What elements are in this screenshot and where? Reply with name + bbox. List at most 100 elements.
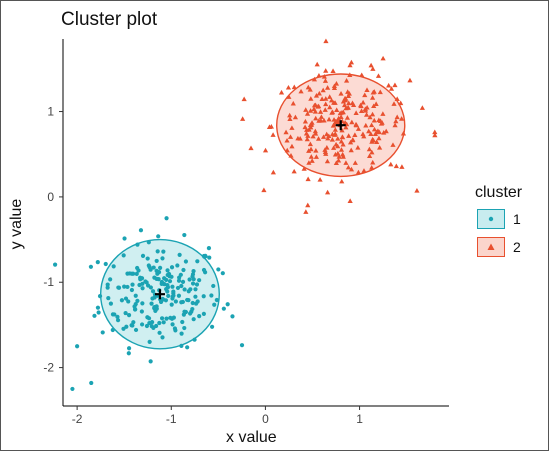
cluster-2-point xyxy=(313,115,319,121)
cluster-2-point xyxy=(331,85,338,91)
cluster-2-point xyxy=(370,66,376,71)
cluster-2-point xyxy=(338,91,344,96)
cluster-2-point xyxy=(329,137,335,142)
cluster-1-point xyxy=(146,316,152,321)
cluster-1-point xyxy=(124,324,129,329)
cluster-1-point xyxy=(100,330,105,335)
cluster-2-point xyxy=(353,122,359,128)
cluster-2-point xyxy=(306,127,312,132)
cluster-2-point xyxy=(329,109,336,115)
cluster-2-point xyxy=(345,105,351,110)
cluster-1-point xyxy=(194,282,200,287)
cluster-2-point xyxy=(374,139,380,144)
cluster-1-point xyxy=(96,310,101,315)
cluster-2-point xyxy=(315,136,322,141)
cluster-1-point xyxy=(129,287,135,293)
cluster-1-point xyxy=(150,296,155,301)
cluster-2-point xyxy=(336,154,342,159)
cluster-2-point xyxy=(346,133,352,138)
cluster-1-point xyxy=(158,265,163,271)
cluster-1-point xyxy=(126,299,131,304)
cluster-2-point xyxy=(310,133,316,139)
cluster-1-point xyxy=(115,314,120,319)
cluster-2-point xyxy=(432,129,438,135)
cluster-2-point xyxy=(368,62,374,68)
cluster-1-point xyxy=(140,301,145,306)
x-axis-label: x value xyxy=(226,429,277,446)
cluster-2-center xyxy=(335,120,346,131)
cluster-1-point xyxy=(171,315,176,320)
cluster-1-point xyxy=(166,293,171,299)
cluster-1-point xyxy=(211,283,216,289)
cluster-1-point xyxy=(112,312,117,317)
cluster-1-point xyxy=(157,320,162,326)
cluster-1-point xyxy=(180,319,185,325)
cluster-2-point xyxy=(305,84,311,90)
cluster-1-point xyxy=(148,359,153,364)
cluster-2-point xyxy=(328,97,335,103)
cluster-2-point xyxy=(338,114,344,119)
cluster-1-point xyxy=(137,282,142,288)
cluster-2-point xyxy=(303,130,310,136)
cluster-1-point xyxy=(190,274,195,279)
cluster-2-point xyxy=(305,133,311,138)
cluster-2-point xyxy=(314,61,320,67)
cluster-2-point xyxy=(317,177,323,182)
cluster-2-point xyxy=(334,119,340,124)
cluster-1-point xyxy=(133,327,139,333)
cluster-2-point xyxy=(370,137,377,143)
cluster-2-point xyxy=(262,147,269,153)
cluster-1-point xyxy=(123,310,128,316)
cluster-2-point xyxy=(339,134,345,139)
cluster-1-point xyxy=(195,299,200,304)
cluster-2-point xyxy=(325,189,331,195)
cluster-1-point xyxy=(89,380,94,386)
cluster-1-point xyxy=(127,271,132,276)
cluster-2-point xyxy=(347,72,353,77)
cluster-1-point xyxy=(161,249,166,254)
cluster-2-point xyxy=(353,110,359,115)
cluster-2-point xyxy=(352,160,358,165)
cluster-2-point xyxy=(316,90,322,96)
cluster-2-point xyxy=(306,160,312,165)
cluster-2-point xyxy=(287,116,293,121)
legend-title: cluster xyxy=(475,184,523,201)
cluster-2-point xyxy=(313,131,319,136)
cluster-2-point xyxy=(331,145,337,150)
cluster-2-point xyxy=(320,87,326,93)
cluster-2-point xyxy=(325,135,331,141)
cluster-1-point xyxy=(212,302,217,307)
cluster-1-point xyxy=(161,320,166,325)
cluster-1-point xyxy=(207,255,212,260)
cluster-2-point xyxy=(291,84,297,90)
cluster-2-point xyxy=(283,129,289,135)
cluster-2-point xyxy=(343,77,350,83)
cluster-2-point xyxy=(313,93,320,98)
cluster-1-point xyxy=(154,258,159,264)
cluster-1-point xyxy=(201,294,206,299)
cluster-2-point xyxy=(241,96,247,102)
cluster-1-point xyxy=(206,246,212,251)
cluster-2-point xyxy=(284,137,290,143)
cluster-2-point xyxy=(289,143,295,149)
cluster-1-point xyxy=(116,285,122,290)
cluster-1-point xyxy=(145,283,151,288)
cluster-1-point xyxy=(111,264,116,269)
cluster-2-point xyxy=(313,154,319,159)
cluster-1-center xyxy=(154,289,165,300)
cluster-1-point xyxy=(182,325,187,331)
cluster-2-point xyxy=(338,138,344,144)
cluster-1-point xyxy=(220,271,225,276)
cluster-2-point xyxy=(345,93,352,99)
cluster-1-point xyxy=(175,285,181,291)
legend-item-1: 1 xyxy=(477,209,549,231)
cluster-2-point xyxy=(322,149,329,154)
cluster-1-point xyxy=(230,314,235,319)
cluster-2-point xyxy=(414,187,420,193)
cluster-2-point xyxy=(332,131,338,136)
cluster-2-point xyxy=(347,62,353,68)
cluster-2-point xyxy=(342,120,348,125)
cluster-2-point xyxy=(317,109,324,114)
cluster-1-point xyxy=(173,299,178,304)
